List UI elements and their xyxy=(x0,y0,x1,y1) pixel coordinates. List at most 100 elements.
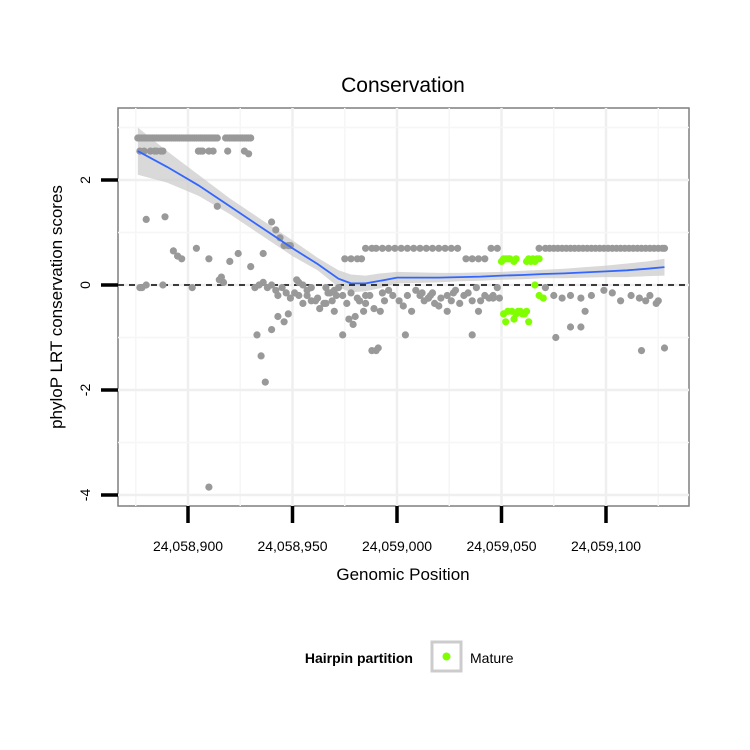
data-point xyxy=(443,291,451,300)
data-point xyxy=(550,291,558,300)
data-point xyxy=(447,244,455,252)
data-point xyxy=(577,323,585,331)
data-point xyxy=(541,284,550,292)
legend-key-mature-dot xyxy=(442,652,451,661)
data-point xyxy=(345,315,353,323)
data-point xyxy=(435,302,443,310)
data-point xyxy=(468,255,476,263)
mature-point xyxy=(512,255,520,263)
data-point xyxy=(474,307,483,315)
data-point xyxy=(389,291,397,300)
data-point xyxy=(395,297,403,305)
data-point xyxy=(412,286,420,294)
mature-point xyxy=(531,281,539,289)
data-point xyxy=(261,378,269,386)
x-tick-label: 24,059,000 xyxy=(362,538,432,554)
data-point xyxy=(401,331,409,339)
data-point xyxy=(274,291,282,300)
data-point xyxy=(617,297,625,305)
data-point xyxy=(472,284,480,292)
data-point xyxy=(581,307,589,315)
data-point xyxy=(376,307,384,315)
data-point xyxy=(259,249,267,258)
data-point xyxy=(199,147,207,155)
data-point xyxy=(374,344,382,352)
data-point xyxy=(468,297,476,305)
data-point xyxy=(447,297,455,305)
plot-panel xyxy=(117,107,690,507)
data-point xyxy=(481,255,489,263)
data-point xyxy=(213,202,221,210)
data-point xyxy=(215,276,223,284)
mature-point xyxy=(523,307,531,315)
data-point xyxy=(493,284,501,292)
data-point xyxy=(487,244,495,252)
data-point xyxy=(362,291,370,300)
x-tick-label: 24,059,050 xyxy=(466,538,536,554)
data-point xyxy=(441,244,449,252)
data-point xyxy=(608,289,616,297)
data-point xyxy=(372,244,380,252)
data-point xyxy=(224,147,232,155)
data-point xyxy=(355,297,363,305)
data-point xyxy=(451,286,460,294)
data-point xyxy=(278,284,286,292)
data-point xyxy=(257,352,265,360)
mature-point xyxy=(535,255,543,263)
y-tick-label: 0 xyxy=(77,281,93,289)
data-point xyxy=(339,331,347,339)
data-point xyxy=(268,218,276,226)
data-point xyxy=(272,226,280,234)
legend-title: Hairpin partition xyxy=(305,650,413,666)
data-point xyxy=(347,289,355,297)
x-tick-label: 24,058,900 xyxy=(153,538,223,554)
data-point xyxy=(341,255,349,263)
x-axis-label: Genomic Position xyxy=(336,565,469,584)
mature-point xyxy=(510,315,518,323)
data-point xyxy=(378,244,386,252)
data-point xyxy=(213,134,221,142)
data-point xyxy=(454,244,462,252)
x-tick-label: 24,059,100 xyxy=(571,538,641,554)
chart-title: Conservation xyxy=(341,74,465,97)
y-tick-label: -2 xyxy=(77,384,93,397)
data-point xyxy=(314,294,322,302)
data-point xyxy=(403,291,411,300)
data-point xyxy=(435,244,443,252)
data-point xyxy=(169,247,177,255)
confidence-band xyxy=(137,127,665,293)
data-point xyxy=(418,289,426,297)
data-point xyxy=(477,297,485,305)
data-point xyxy=(443,307,451,315)
mature-points xyxy=(497,255,547,326)
data-point xyxy=(462,255,470,263)
data-point xyxy=(422,244,430,252)
data-point xyxy=(642,297,650,305)
data-point xyxy=(351,312,359,321)
data-point xyxy=(660,344,669,352)
y-axis: -4 -2 0 2 xyxy=(77,176,118,501)
data-point xyxy=(552,333,560,342)
data-point xyxy=(566,291,575,300)
confidence-band-area xyxy=(137,127,665,293)
data-point xyxy=(274,312,282,321)
data-point xyxy=(370,305,378,313)
data-point xyxy=(268,326,276,334)
data-point xyxy=(362,299,370,307)
data-point xyxy=(410,244,418,252)
data-point xyxy=(566,323,575,331)
x-tick-label: 24,058,950 xyxy=(257,538,327,554)
data-point xyxy=(380,297,389,305)
data-point xyxy=(464,289,472,297)
data-point xyxy=(268,281,276,289)
data-point xyxy=(245,150,253,158)
data-point xyxy=(646,291,654,300)
data-point xyxy=(188,284,196,292)
data-point xyxy=(654,297,662,305)
data-point xyxy=(316,305,324,313)
data-point xyxy=(253,331,261,339)
data-point xyxy=(142,281,150,289)
data-point xyxy=(627,291,635,300)
data-point xyxy=(385,244,393,252)
